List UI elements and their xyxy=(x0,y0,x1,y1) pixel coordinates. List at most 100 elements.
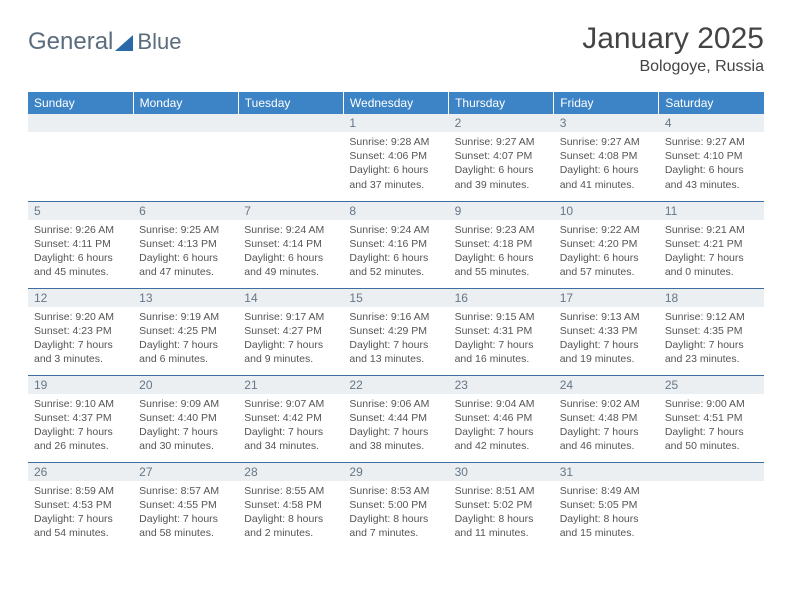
day-data: Sunrise: 9:09 AMSunset: 4:40 PMDaylight:… xyxy=(133,394,238,456)
calendar-day-cell: 13Sunrise: 9:19 AMSunset: 4:25 PMDayligh… xyxy=(133,288,238,375)
day-number xyxy=(28,114,133,132)
day-data: Sunrise: 9:24 AMSunset: 4:16 PMDaylight:… xyxy=(343,220,448,282)
calendar-day-cell: 7Sunrise: 9:24 AMSunset: 4:14 PMDaylight… xyxy=(238,201,343,288)
day-data: Sunrise: 9:23 AMSunset: 4:18 PMDaylight:… xyxy=(449,220,554,282)
day-data: Sunrise: 8:55 AMSunset: 4:58 PMDaylight:… xyxy=(238,481,343,543)
calendar-day-cell: 8Sunrise: 9:24 AMSunset: 4:16 PMDaylight… xyxy=(343,201,448,288)
day-number: 18 xyxy=(659,289,764,307)
day-number: 21 xyxy=(238,376,343,394)
calendar-day-cell: 14Sunrise: 9:17 AMSunset: 4:27 PMDayligh… xyxy=(238,288,343,375)
weekday-header: Monday xyxy=(133,92,238,114)
day-number: 14 xyxy=(238,289,343,307)
header: General Blue January 2025 Bologoye, Russ… xyxy=(28,22,764,76)
day-number: 11 xyxy=(659,202,764,220)
calendar-day-cell: 2Sunrise: 9:27 AMSunset: 4:07 PMDaylight… xyxy=(449,114,554,201)
day-data xyxy=(28,132,133,137)
day-data: Sunrise: 9:06 AMSunset: 4:44 PMDaylight:… xyxy=(343,394,448,456)
day-data: Sunrise: 8:49 AMSunset: 5:05 PMDaylight:… xyxy=(554,481,659,543)
calendar-day-cell xyxy=(133,114,238,201)
calendar-day-cell: 10Sunrise: 9:22 AMSunset: 4:20 PMDayligh… xyxy=(554,201,659,288)
day-number: 22 xyxy=(343,376,448,394)
day-number: 3 xyxy=(554,114,659,132)
day-number: 9 xyxy=(449,202,554,220)
day-number: 15 xyxy=(343,289,448,307)
weekday-header: Wednesday xyxy=(343,92,448,114)
calendar-day-cell: 9Sunrise: 9:23 AMSunset: 4:18 PMDaylight… xyxy=(449,201,554,288)
day-number xyxy=(238,114,343,132)
calendar-day-cell: 18Sunrise: 9:12 AMSunset: 4:35 PMDayligh… xyxy=(659,288,764,375)
calendar-day-cell: 5Sunrise: 9:26 AMSunset: 4:11 PMDaylight… xyxy=(28,201,133,288)
day-data: Sunrise: 9:15 AMSunset: 4:31 PMDaylight:… xyxy=(449,307,554,369)
day-number: 17 xyxy=(554,289,659,307)
day-number: 12 xyxy=(28,289,133,307)
calendar-week-row: 12Sunrise: 9:20 AMSunset: 4:23 PMDayligh… xyxy=(28,288,764,375)
day-number xyxy=(659,463,764,481)
day-data: Sunrise: 9:07 AMSunset: 4:42 PMDaylight:… xyxy=(238,394,343,456)
weekday-header: Saturday xyxy=(659,92,764,114)
logo-word1: General xyxy=(28,28,113,56)
weekday-header: Tuesday xyxy=(238,92,343,114)
day-data: Sunrise: 9:20 AMSunset: 4:23 PMDaylight:… xyxy=(28,307,133,369)
day-number xyxy=(133,114,238,132)
day-number: 8 xyxy=(343,202,448,220)
day-data: Sunrise: 9:27 AMSunset: 4:08 PMDaylight:… xyxy=(554,132,659,194)
title-block: January 2025 Bologoye, Russia xyxy=(582,22,764,76)
day-data: Sunrise: 8:53 AMSunset: 5:00 PMDaylight:… xyxy=(343,481,448,543)
day-number: 25 xyxy=(659,376,764,394)
calendar-day-cell: 21Sunrise: 9:07 AMSunset: 4:42 PMDayligh… xyxy=(238,375,343,462)
calendar-day-cell: 22Sunrise: 9:06 AMSunset: 4:44 PMDayligh… xyxy=(343,375,448,462)
day-number: 10 xyxy=(554,202,659,220)
day-data: Sunrise: 9:13 AMSunset: 4:33 PMDaylight:… xyxy=(554,307,659,369)
calendar-day-cell: 17Sunrise: 9:13 AMSunset: 4:33 PMDayligh… xyxy=(554,288,659,375)
day-number: 23 xyxy=(449,376,554,394)
weekday-header-row: Sunday Monday Tuesday Wednesday Thursday… xyxy=(28,92,764,114)
day-data: Sunrise: 9:25 AMSunset: 4:13 PMDaylight:… xyxy=(133,220,238,282)
day-data: Sunrise: 9:21 AMSunset: 4:21 PMDaylight:… xyxy=(659,220,764,282)
day-data: Sunrise: 9:27 AMSunset: 4:10 PMDaylight:… xyxy=(659,132,764,194)
calendar-day-cell: 6Sunrise: 9:25 AMSunset: 4:13 PMDaylight… xyxy=(133,201,238,288)
calendar-day-cell: 1Sunrise: 9:28 AMSunset: 4:06 PMDaylight… xyxy=(343,114,448,201)
day-data xyxy=(659,481,764,486)
day-data: Sunrise: 8:59 AMSunset: 4:53 PMDaylight:… xyxy=(28,481,133,543)
day-data xyxy=(133,132,238,137)
day-data: Sunrise: 9:17 AMSunset: 4:27 PMDaylight:… xyxy=(238,307,343,369)
weekday-header: Thursday xyxy=(449,92,554,114)
day-data: Sunrise: 9:16 AMSunset: 4:29 PMDaylight:… xyxy=(343,307,448,369)
day-number: 27 xyxy=(133,463,238,481)
day-number: 13 xyxy=(133,289,238,307)
calendar-day-cell: 16Sunrise: 9:15 AMSunset: 4:31 PMDayligh… xyxy=(449,288,554,375)
calendar-day-cell: 19Sunrise: 9:10 AMSunset: 4:37 PMDayligh… xyxy=(28,375,133,462)
day-data: Sunrise: 8:51 AMSunset: 5:02 PMDaylight:… xyxy=(449,481,554,543)
logo-word2: Blue xyxy=(137,34,181,51)
calendar-day-cell: 24Sunrise: 9:02 AMSunset: 4:48 PMDayligh… xyxy=(554,375,659,462)
calendar-day-cell: 11Sunrise: 9:21 AMSunset: 4:21 PMDayligh… xyxy=(659,201,764,288)
day-number: 26 xyxy=(28,463,133,481)
location: Bologoye, Russia xyxy=(582,58,764,76)
day-data: Sunrise: 9:26 AMSunset: 4:11 PMDaylight:… xyxy=(28,220,133,282)
calendar-day-cell: 25Sunrise: 9:00 AMSunset: 4:51 PMDayligh… xyxy=(659,375,764,462)
day-number: 2 xyxy=(449,114,554,132)
calendar-day-cell: 31Sunrise: 8:49 AMSunset: 5:05 PMDayligh… xyxy=(554,462,659,549)
day-number: 6 xyxy=(133,202,238,220)
calendar-day-cell xyxy=(238,114,343,201)
day-data: Sunrise: 9:10 AMSunset: 4:37 PMDaylight:… xyxy=(28,394,133,456)
calendar-week-row: 5Sunrise: 9:26 AMSunset: 4:11 PMDaylight… xyxy=(28,201,764,288)
calendar-table: Sunday Monday Tuesday Wednesday Thursday… xyxy=(28,92,764,549)
logo: General Blue xyxy=(28,28,181,56)
calendar-week-row: 19Sunrise: 9:10 AMSunset: 4:37 PMDayligh… xyxy=(28,375,764,462)
day-number: 7 xyxy=(238,202,343,220)
page-title: January 2025 xyxy=(582,22,764,56)
calendar-day-cell: 23Sunrise: 9:04 AMSunset: 4:46 PMDayligh… xyxy=(449,375,554,462)
calendar-day-cell: 28Sunrise: 8:55 AMSunset: 4:58 PMDayligh… xyxy=(238,462,343,549)
calendar-day-cell: 3Sunrise: 9:27 AMSunset: 4:08 PMDaylight… xyxy=(554,114,659,201)
day-data: Sunrise: 9:00 AMSunset: 4:51 PMDaylight:… xyxy=(659,394,764,456)
day-data: Sunrise: 9:28 AMSunset: 4:06 PMDaylight:… xyxy=(343,132,448,194)
day-number: 20 xyxy=(133,376,238,394)
calendar-day-cell: 27Sunrise: 8:57 AMSunset: 4:55 PMDayligh… xyxy=(133,462,238,549)
day-data: Sunrise: 9:24 AMSunset: 4:14 PMDaylight:… xyxy=(238,220,343,282)
calendar-day-cell: 12Sunrise: 9:20 AMSunset: 4:23 PMDayligh… xyxy=(28,288,133,375)
day-data: Sunrise: 9:02 AMSunset: 4:48 PMDaylight:… xyxy=(554,394,659,456)
day-number: 31 xyxy=(554,463,659,481)
day-data xyxy=(238,132,343,137)
calendar-day-cell: 26Sunrise: 8:59 AMSunset: 4:53 PMDayligh… xyxy=(28,462,133,549)
